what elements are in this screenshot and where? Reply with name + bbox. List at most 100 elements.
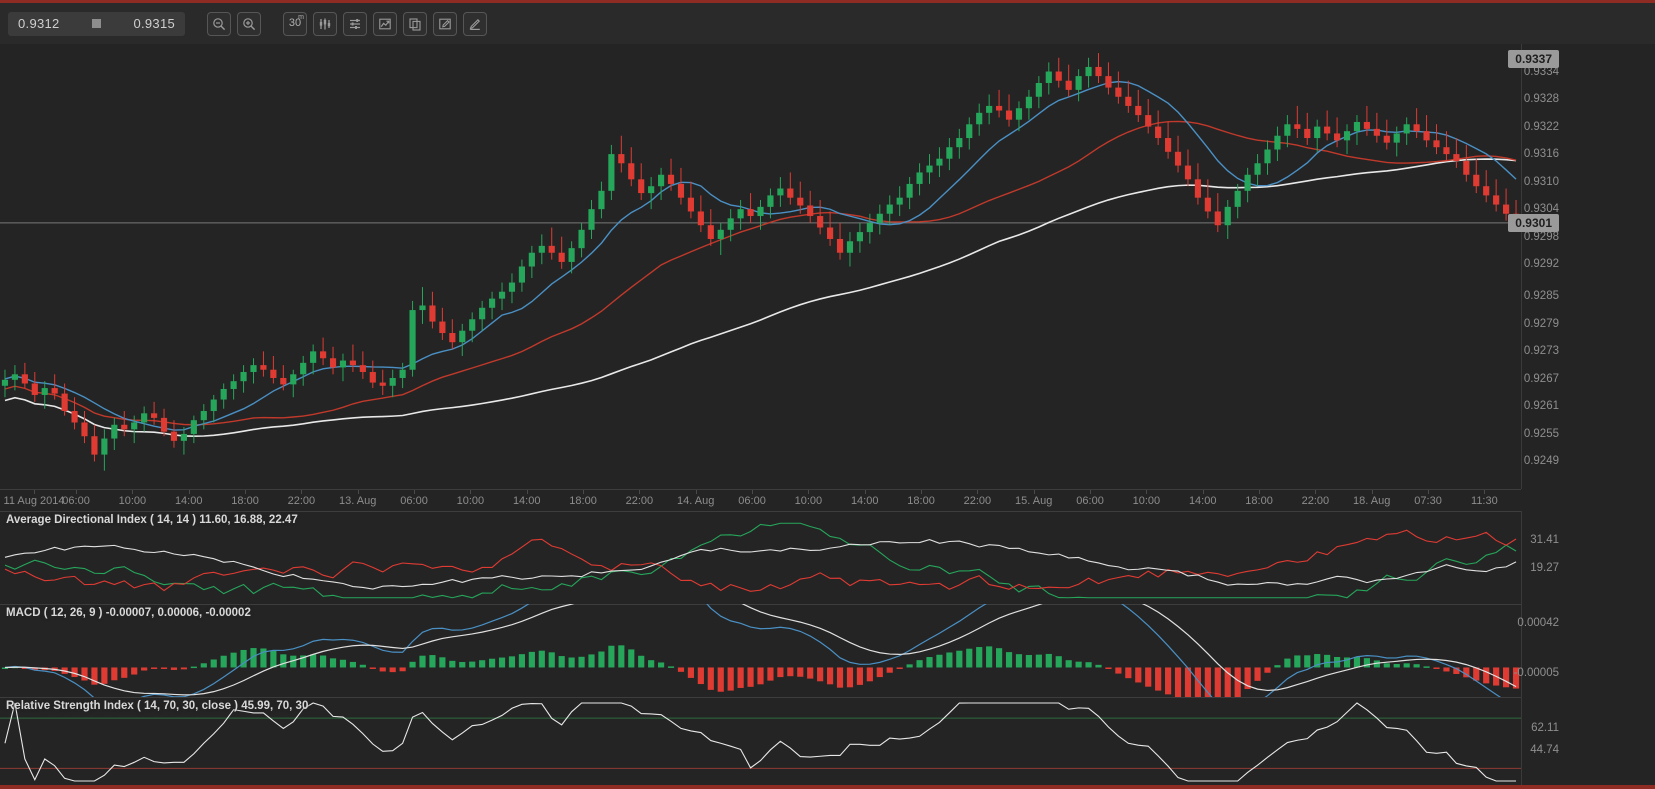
- time-tick-mark: [1428, 490, 1430, 494]
- time-tick-mark: [301, 490, 303, 494]
- adx-pane[interactable]: Average Directional Index ( 14, 14 ) 11.…: [0, 511, 1655, 604]
- current-price-badge: 0.9301: [1508, 213, 1559, 232]
- pane-divider: [0, 604, 1655, 605]
- time-tick-mark: [808, 490, 810, 494]
- price-tick: 0.9304: [1523, 203, 1559, 216]
- zoom-out-button[interactable]: [207, 11, 231, 36]
- time-tick-mark: [357, 490, 359, 494]
- time-tick-mark: [132, 490, 134, 494]
- quote-separator: [92, 19, 101, 28]
- macd-title: MACD ( 12, 26, 9 ) -0.00007, 0.00006, -0…: [6, 607, 251, 619]
- time-axis[interactable]: 11 Aug 2014 06:00 10:00 14:00 18:00 22:00 13. …: [0, 489, 1521, 511]
- rsi-title: Relative Strength Index ( 14, 70, 30, cl…: [6, 700, 309, 712]
- price-tick: 0.9310: [1523, 175, 1559, 188]
- time-tick-label: 14:00: [174, 495, 203, 507]
- price-tick: 0.9316: [1523, 148, 1559, 161]
- time-tick-mark: [1371, 490, 1373, 494]
- quote-box: 0.9312 0.9315: [8, 11, 185, 36]
- settings-button[interactable]: [343, 11, 367, 36]
- ask-price: 0.9315: [133, 16, 175, 31]
- price-axis[interactable]: 0.9334 0.9328 0.9322 0.9316 0.9310 0.9304 0.92…: [1508, 44, 1655, 489]
- templates-icon: [409, 17, 421, 31]
- rsi-pane[interactable]: Relative Strength Index ( 14, 70, 30, cl…: [0, 697, 1655, 785]
- macd-scale-value: -0.00005: [1513, 666, 1559, 679]
- price-tick: 0.9334: [1523, 65, 1559, 78]
- time-tick-label: 10:00: [118, 495, 147, 507]
- time-tick-mark: [752, 490, 754, 494]
- time-tick-label: 06:00: [738, 495, 766, 507]
- time-tick-mark: [1315, 490, 1317, 494]
- time-tick-label: 10:00: [794, 495, 823, 507]
- chart-type-button[interactable]: [373, 11, 397, 36]
- rsi-plot-area[interactable]: [0, 697, 1521, 785]
- zoom-in-icon: [243, 17, 256, 30]
- macd-axis: 0.00042 -0.00005: [1514, 604, 1655, 697]
- bid-price: 0.9312: [18, 16, 60, 31]
- macd-plot-area[interactable]: [0, 604, 1521, 697]
- draw-button[interactable]: [463, 11, 487, 36]
- settings-sliders-icon: [350, 18, 360, 29]
- macd-scale-value: 0.00042: [1517, 616, 1559, 629]
- time-tick-label: 18:00: [569, 495, 597, 507]
- annotate-button[interactable]: [433, 11, 457, 36]
- time-tick-label: 18:00: [907, 495, 935, 507]
- high-price-badge: 0.9337: [1508, 50, 1559, 68]
- time-tick-label: 22:00: [963, 495, 992, 507]
- time-tick-label: 06:00: [400, 495, 428, 507]
- price-pane[interactable]: 0.9334 0.9328 0.9322 0.9316 0.9310 0.9304 0.92…: [0, 44, 1655, 489]
- time-tick-mark: [1033, 490, 1035, 494]
- pane-divider: [0, 511, 1655, 512]
- time-tick-label: 11 Aug 2014: [3, 495, 65, 507]
- time-tick-mark: [245, 490, 247, 494]
- time-tick-label: 18. Aug: [1353, 495, 1391, 507]
- time-tick-mark: [639, 490, 641, 494]
- time-tick-mark: [34, 490, 35, 494]
- time-tick-mark: [921, 490, 923, 494]
- adx-scale-value: 19.27: [1530, 561, 1559, 574]
- time-tick-label: 14:00: [512, 495, 541, 507]
- price-tick: 0.9273: [1523, 345, 1559, 358]
- time-tick-mark: [1484, 490, 1486, 494]
- time-tick-label: 14:00: [1188, 495, 1217, 507]
- price-plot-area[interactable]: [0, 44, 1521, 489]
- zoom-in-button[interactable]: [237, 11, 261, 36]
- time-tick-mark: [864, 490, 866, 494]
- time-tick-label: 22:00: [1301, 495, 1330, 507]
- adx-plot-area[interactable]: [0, 511, 1521, 604]
- rsi-scale-value: 44.74: [1530, 743, 1559, 756]
- timeframe-button[interactable]: 30 m: [283, 11, 307, 36]
- time-tick-label: 11:30: [1471, 495, 1498, 507]
- indicators-button[interactable]: [313, 11, 337, 36]
- chart-type-icon: [379, 18, 391, 29]
- time-tick-label: 06:00: [62, 495, 90, 507]
- time-tick-label: 14. Aug: [677, 495, 715, 507]
- time-tick-label: 15. Aug: [1015, 495, 1053, 507]
- time-tick-label: 10:00: [456, 495, 485, 507]
- pane-divider: [0, 697, 1655, 698]
- timeframe-unit: m: [298, 13, 304, 21]
- time-tick-mark: [470, 490, 472, 494]
- macd-pane[interactable]: MACD ( 12, 26, 9 ) -0.00007, 0.00006, -0…: [0, 604, 1655, 697]
- time-tick-label: 18:00: [231, 495, 259, 507]
- top-toolbar: 0.9312 0.9315 30 m: [0, 0, 1655, 44]
- time-tick-label: 10:00: [1132, 495, 1161, 507]
- time-tick-mark: [1259, 490, 1261, 494]
- annotate-icon: [439, 18, 451, 29]
- price-tick: 0.9292: [1523, 258, 1559, 271]
- price-tick: 0.9322: [1523, 120, 1559, 133]
- time-tick-label: 13. Aug: [339, 495, 377, 507]
- time-tick-mark: [76, 490, 78, 494]
- time-tick-label: 07:30: [1414, 495, 1442, 507]
- templates-button[interactable]: [403, 11, 427, 36]
- rsi-scale-value: 62.11: [1531, 722, 1559, 735]
- price-tick: 0.9249: [1523, 455, 1559, 468]
- timeframe-label: 30: [288, 17, 302, 29]
- time-tick-mark: [695, 490, 697, 494]
- price-tick: 0.9279: [1523, 317, 1559, 330]
- time-tick-mark: [1202, 490, 1204, 494]
- adx-title: Average Directional Index ( 14, 14 ) 11.…: [6, 514, 298, 526]
- time-tick-mark: [1146, 490, 1148, 494]
- time-tick-mark: [188, 490, 190, 494]
- time-tick-label: 18:00: [1245, 495, 1273, 507]
